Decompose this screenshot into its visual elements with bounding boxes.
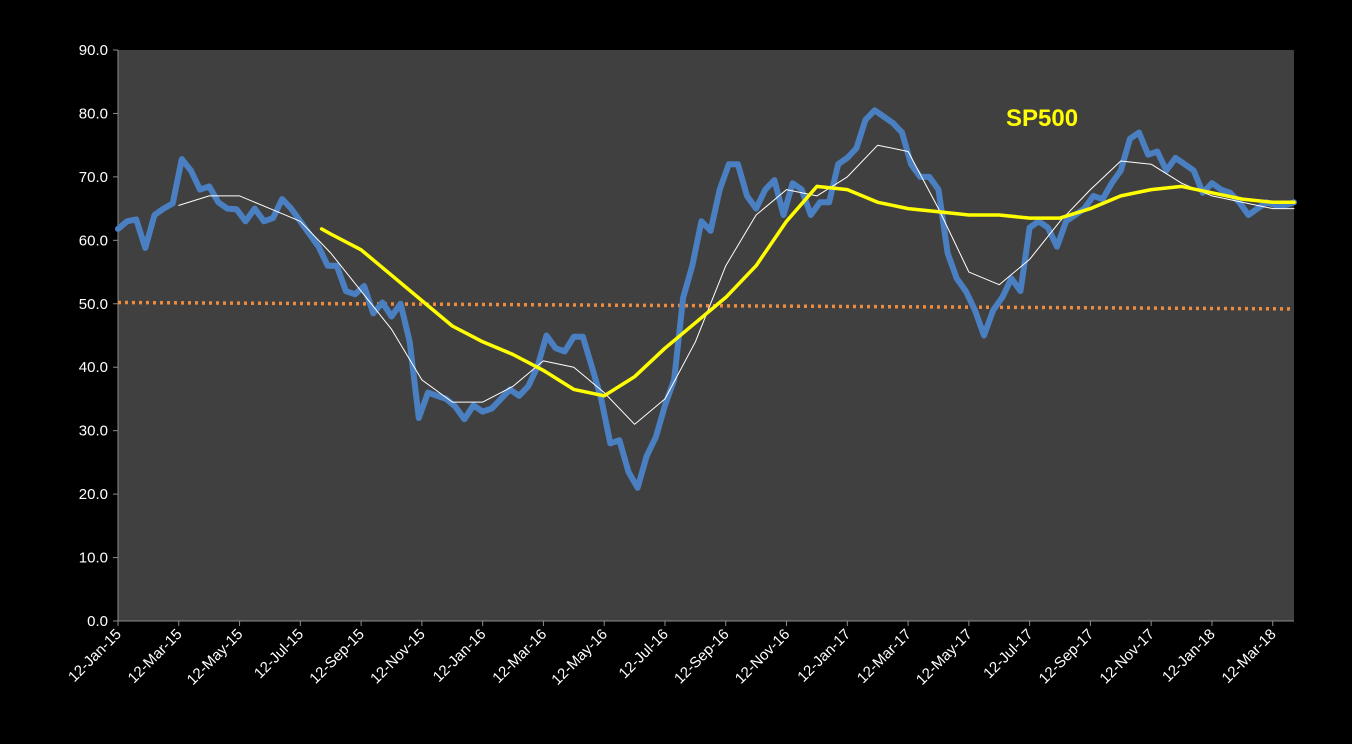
series-line-slow-average bbox=[319, 184, 1296, 398]
series-line-indicator bbox=[115, 107, 1297, 491]
y-tick-label: 0.0 bbox=[87, 613, 108, 630]
y-tick-label: 60.0 bbox=[79, 232, 108, 249]
y-tick-label: 10.0 bbox=[79, 550, 108, 567]
y-tick-label: 90.0 bbox=[79, 42, 108, 59]
y-tick-label: 40.0 bbox=[79, 359, 108, 376]
y-tick-label: 20.0 bbox=[79, 486, 108, 503]
series-line-50-line bbox=[117, 300, 1295, 311]
y-axis: 0.0 10.0 20.0 30.0 40.0 50.0 60.0 70.0 80.0 90.0 bbox=[79, 42, 119, 630]
y-tick-label: 30.0 bbox=[79, 423, 108, 440]
y-tick-label: 70.0 bbox=[79, 169, 108, 186]
y-tick-label: 50.0 bbox=[79, 296, 108, 313]
series-line-fast-average bbox=[178, 144, 1295, 425]
series-annotation: SP500 bbox=[1006, 105, 1078, 132]
plot-area bbox=[118, 50, 1294, 621]
y-tick-label: 80.0 bbox=[79, 105, 108, 122]
series-layer bbox=[115, 107, 1297, 491]
